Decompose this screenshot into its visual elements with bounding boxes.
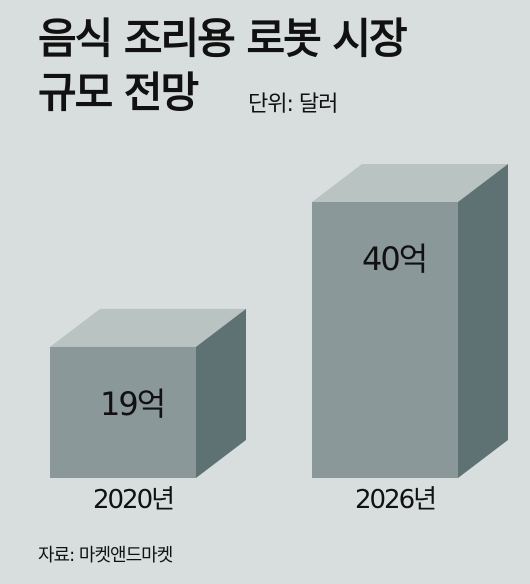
unit-label: 단위: 달러 — [248, 92, 338, 117]
value-label: 40억 — [362, 240, 426, 278]
bar-top-face — [50, 308, 246, 347]
source-label: 자료: 마켓앤드마켓 — [38, 545, 173, 566]
chart-title-line-1: 음식 조리용 로봇 시장 — [38, 14, 408, 63]
bar-top-face — [312, 164, 508, 202]
value-label: 19억 — [100, 385, 164, 423]
bar-box-0: 19억 — [50, 308, 246, 478]
bar-front-face — [312, 202, 458, 478]
bar-front-face — [50, 346, 196, 478]
bar-side-face — [196, 308, 246, 478]
category-label: 2026년 — [355, 485, 435, 515]
category-label: 2020년 — [93, 485, 173, 515]
chart-title-line-2: 규모 전망 — [38, 68, 199, 117]
bar-box-1: 40억 — [312, 164, 508, 478]
bar-side-face — [458, 164, 508, 478]
